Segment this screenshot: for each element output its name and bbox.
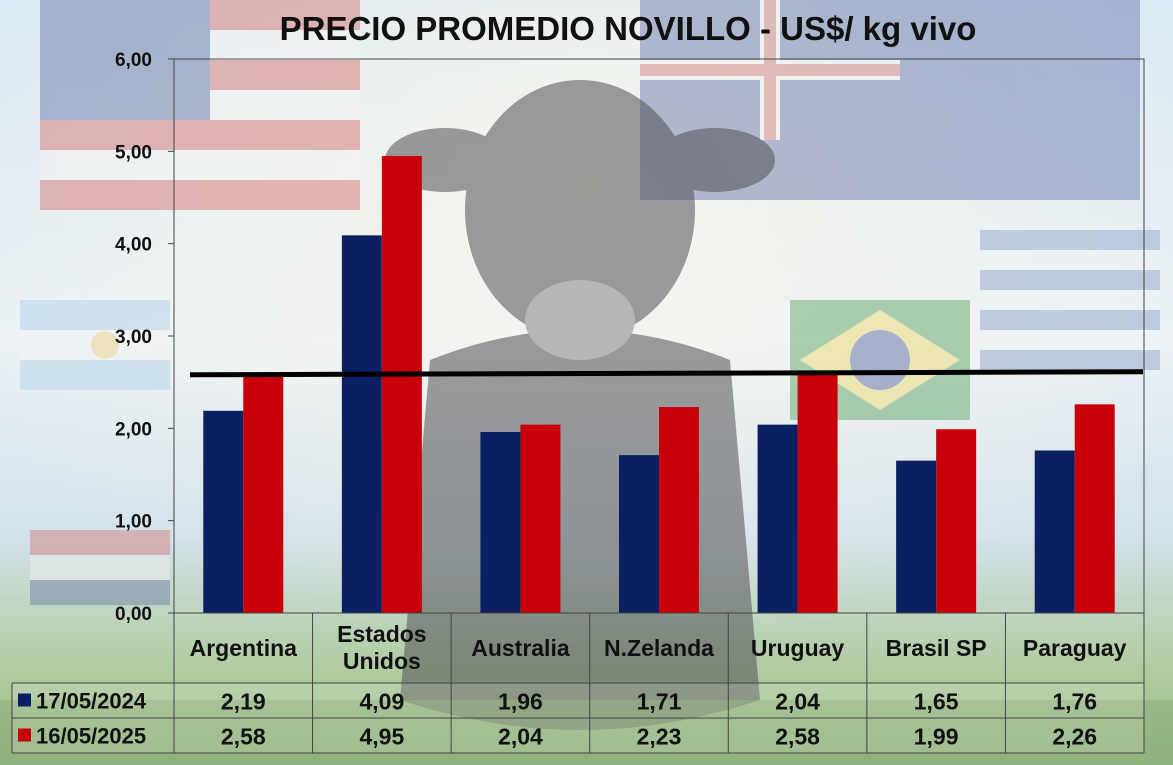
data-label: 2,26 [1052,724,1097,750]
category-label: Unidos [343,648,421,674]
y-axis: 0,00 1,00 2,00 3,00 4,00 5,00 6,00 [115,50,174,625]
data-label: 1,99 [914,724,959,750]
data-label: 1,96 [498,689,543,715]
data-label: 1,65 [914,689,959,715]
reference-line-group [189,369,1144,378]
category-label: Brasil SP [886,635,987,661]
data-label: 2,04 [498,724,543,750]
data-label: 1,76 [1052,689,1097,715]
category-label: N.Zelanda [604,635,714,661]
bar-series-1 [757,424,798,613]
data-label: 2,19 [221,689,266,715]
australia-flag-decoration [640,0,1140,200]
bar-series-2 [1074,404,1115,613]
data-label: 1,71 [637,689,682,715]
bar-series-1 [203,410,244,613]
reference-line [189,369,1144,378]
category-label: Paraguay [1023,635,1127,661]
data-label: 2,23 [637,724,682,750]
data-label: 4,09 [359,689,404,715]
category-label: Estados [337,621,426,647]
y-tick-label: 5,00 [115,142,152,163]
bar-series-1 [896,460,937,613]
bar-series-2 [243,374,284,613]
uruguay-flag-decoration [980,230,1160,370]
legend-swatch [18,728,31,742]
bar-series-1 [480,432,521,613]
bar-series-2 [659,407,699,613]
y-tick-label: 6,00 [115,50,152,71]
y-tick-label: 4,00 [115,235,152,256]
legend-swatch [18,693,31,707]
y-tick-label: 1,00 [115,512,152,533]
category-label: Australia [471,635,570,661]
bar-series-2 [797,374,838,613]
legend-label: 16/05/2025 [36,724,146,749]
bar-series-1 [1034,450,1075,613]
bar-series-2 [381,155,422,613]
y-tick-label: 3,00 [115,327,152,348]
data-label: 2,58 [775,724,820,750]
data-label: 2,58 [221,724,266,750]
argentina-flag-decoration [20,300,170,390]
legend-label: 17/05/2024 [36,689,147,714]
bar-series-2 [936,429,977,613]
paraguay-flag-decoration [30,530,170,605]
bar-series-1 [341,235,382,613]
data-label: 4,95 [359,724,404,750]
usa-flag-decoration [40,0,360,210]
grass-decoration [0,700,1173,765]
bar-series-2 [520,424,561,613]
y-tick-label: 0,00 [115,604,152,625]
data-label: 2,04 [775,689,820,715]
chart-title: PRECIO PROMEDIO NOVILLO - US$/ kg vivo [280,10,977,47]
bar-series-1 [619,455,659,613]
category-label: Argentina [190,635,298,661]
bars-group [203,155,1115,613]
category-label: Uruguay [751,635,845,661]
y-tick-label: 2,00 [115,419,152,440]
